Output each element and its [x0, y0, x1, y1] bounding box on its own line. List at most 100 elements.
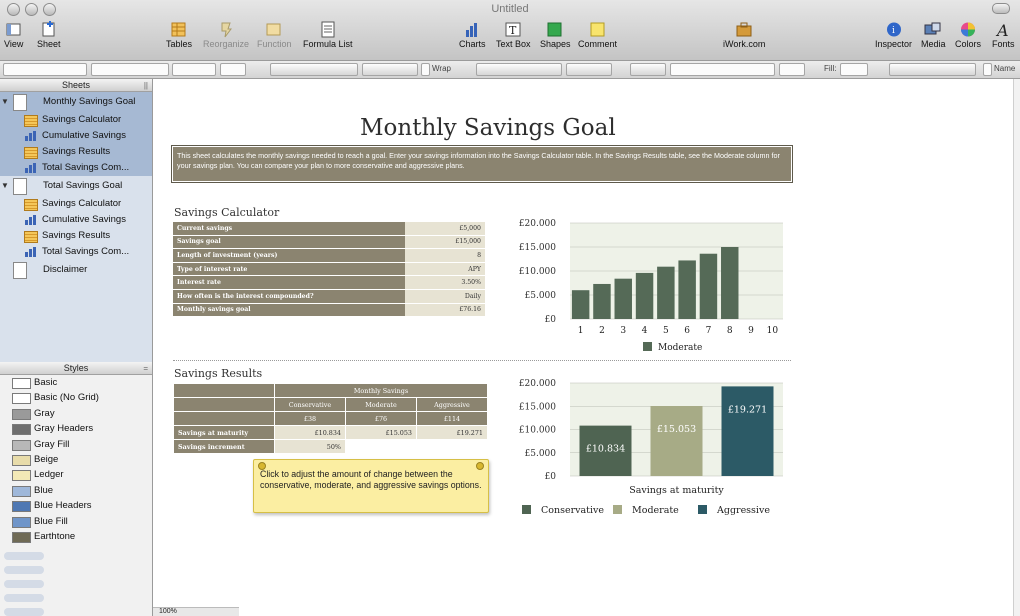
pane-grip-icon[interactable]: || — [143, 81, 148, 90]
sidebar-pill-button[interactable] — [4, 580, 44, 589]
sidebar-pill-button[interactable] — [4, 594, 44, 603]
text-box-button[interactable]: T Text Box — [496, 21, 531, 50]
style-basic-no-grid[interactable]: Basic (No Grid) — [0, 390, 152, 405]
comment-callout[interactable]: Click to adjust the amount of change bet… — [253, 459, 489, 513]
style-earthtone[interactable]: Earthtone — [0, 529, 152, 544]
savings-calculator-table[interactable]: Current savings £5,000 Savings goal £15,00… — [173, 222, 485, 318]
tables-button[interactable]: Tables — [166, 21, 192, 50]
font-size-field[interactable] — [220, 63, 246, 76]
page-title[interactable]: Monthly Savings Goal — [360, 115, 616, 141]
x-tick-label: 5 — [663, 326, 669, 336]
savings-calculator-title[interactable]: Savings Calculator — [174, 206, 280, 219]
sheet-button[interactable]: Sheet — [37, 21, 61, 50]
font-style-popup[interactable] — [172, 63, 216, 76]
row-column-buttons[interactable] — [889, 63, 976, 76]
sidebar-item-total-savings-comparison[interactable]: Total Savings Com... — [0, 160, 152, 176]
media-icon — [924, 22, 941, 35]
monthly-savings-header[interactable]: Monthly Savings — [274, 383, 488, 398]
vertical-scrollbar[interactable] — [1013, 79, 1020, 616]
chart-icon — [25, 163, 37, 173]
font-family-popup[interactable] — [91, 63, 169, 76]
border-color-well[interactable] — [779, 63, 805, 76]
style-gray-headers[interactable]: Gray Headers — [0, 421, 152, 436]
disclosure-triangle-icon[interactable]: ▼ — [1, 97, 9, 106]
savings-results-title[interactable]: Savings Results — [174, 367, 263, 380]
sheet-icon — [13, 94, 27, 111]
charts-button[interactable]: Charts — [459, 21, 486, 50]
style-popup[interactable] — [3, 63, 87, 76]
vertical-alignment-buttons[interactable] — [362, 63, 418, 76]
data-label: £15.053 — [657, 424, 696, 435]
sidebar-item-cumulative-savings[interactable]: Cumulative Savings — [0, 212, 152, 228]
sidebar-item-cumulative-savings[interactable]: Cumulative Savings — [0, 128, 152, 144]
style-blue-headers[interactable]: Blue Headers — [0, 498, 152, 513]
view-button[interactable]: View — [4, 21, 23, 50]
number-format-buttons[interactable] — [476, 63, 562, 76]
style-blue[interactable]: Blue — [0, 483, 152, 498]
minimize-window-button[interactable] — [25, 3, 38, 16]
function-button[interactable]: Function — [257, 21, 292, 50]
callout-handle-icon[interactable] — [258, 462, 266, 470]
bar — [678, 260, 696, 319]
fonts-button[interactable]: A Fonts — [992, 21, 1015, 49]
disclosure-triangle-icon[interactable]: ▼ — [1, 181, 9, 190]
decimal-buttons[interactable] — [566, 63, 612, 76]
sidebar-item-savings-results[interactable]: Savings Results — [0, 228, 152, 244]
reorganize-button[interactable]: Reorganize — [203, 21, 249, 50]
style-gray[interactable]: Gray — [0, 406, 152, 421]
savings-results-table[interactable]: Monthly Savings Conservative Moderate Ag… — [173, 383, 488, 454]
table-icon — [24, 199, 38, 211]
function-icon — [266, 23, 281, 36]
inspector-button[interactable]: i Inspector — [875, 21, 912, 50]
iwork-com-button[interactable]: iWork.com — [723, 21, 765, 50]
total-savings-comparison-chart[interactable]: £0 £5.000 £10.000 £15.000 £20.000 £10.834 £15.… — [508, 375, 793, 525]
y-tick-label: £0 — [545, 315, 557, 325]
sidebar-pill-button[interactable] — [4, 608, 44, 616]
pane-grip-icon[interactable]: = — [143, 364, 148, 373]
description-box[interactable]: This sheet calculates the monthly saving… — [171, 145, 793, 183]
sidebar-item-savings-calculator[interactable]: Savings Calculator — [0, 196, 152, 212]
bar — [657, 266, 675, 319]
toolbar-toggle-button[interactable] — [992, 3, 1010, 14]
sheet-total-savings-goal[interactable]: ▼ Total Savings Goal — [0, 176, 152, 196]
x-tick-label: 1 — [578, 326, 584, 336]
border-style-popup[interactable] — [630, 63, 666, 76]
sheet-monthly-savings-goal[interactable]: ▼ Monthly Savings Goal — [0, 92, 152, 112]
cumulative-savings-chart[interactable]: £0 £5.000 £10.000 £15.000 £20.000 1 2 3 4 5 6 7 8 9 10… — [508, 211, 793, 356]
style-basic[interactable]: Basic — [0, 375, 152, 390]
bar — [593, 283, 611, 319]
colors-button[interactable]: Colors — [955, 21, 981, 50]
table-row: Length of investment (years) 8 — [173, 248, 485, 263]
style-beige[interactable]: Beige — [0, 452, 152, 467]
y-tick-label: £10.000 — [519, 426, 556, 436]
sidebar-item-savings-results[interactable]: Savings Results — [0, 144, 152, 160]
alignment-buttons[interactable] — [270, 63, 358, 76]
sidebar-pill-button[interactable] — [4, 566, 44, 575]
name-checkbox[interactable] — [983, 63, 992, 76]
sidebar-item-savings-calculator[interactable]: Savings Calculator — [0, 112, 152, 128]
legend-swatch — [522, 505, 531, 514]
shapes-button[interactable]: Shapes — [540, 21, 571, 50]
text-box-icon: T — [505, 22, 521, 37]
callout-handle-icon[interactable] — [476, 462, 484, 470]
border-width-popup[interactable] — [670, 63, 775, 76]
legend-label: Aggressive — [716, 505, 770, 516]
zoom-popup[interactable]: 100% — [153, 607, 239, 616]
bar — [699, 253, 718, 319]
savings-increment-cell[interactable]: 50% — [274, 439, 346, 454]
media-button[interactable]: Media — [921, 21, 946, 50]
sheet-disclaimer[interactable]: Disclaimer — [0, 260, 152, 280]
style-ledger[interactable]: Ledger — [0, 467, 152, 482]
fill-color-well[interactable] — [840, 63, 868, 76]
style-blue-fill[interactable]: Blue Fill — [0, 514, 152, 529]
table-row: Current savings £5,000 — [173, 222, 485, 236]
comment-button[interactable]: Comment — [578, 21, 617, 50]
formula-list-button[interactable]: Formula List — [303, 21, 353, 50]
style-gray-fill[interactable]: Gray Fill — [0, 437, 152, 452]
zoom-window-button[interactable] — [43, 3, 56, 16]
close-window-button[interactable] — [7, 3, 20, 16]
sheet-canvas: Monthly Savings Goal This sheet calculat… — [153, 79, 1020, 616]
sidebar-item-total-savings-comparison[interactable]: Total Savings Com... — [0, 244, 152, 260]
sidebar-pill-button[interactable] — [4, 552, 44, 561]
wrap-checkbox[interactable] — [421, 63, 430, 76]
